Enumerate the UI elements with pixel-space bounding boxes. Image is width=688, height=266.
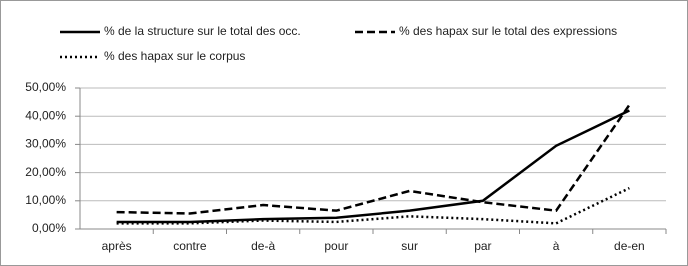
series-line [116,104,631,215]
legend-label: % des hapax sur le total des expressions [399,24,617,38]
series-line [116,186,630,225]
x-tick-label: sur [401,239,418,253]
x-tick-label: après [102,239,132,253]
legend-label: % des hapax sur le corpus [104,49,245,63]
y-tick-label: 10,00% [25,193,66,207]
legend-label: % de la structure sur le total des occ. [104,24,301,38]
x-tick-label: pour [324,239,348,253]
y-tick-label: 30,00% [25,137,66,151]
x-tick-label: contre [173,239,207,253]
x-tick-label: de-en [614,239,645,253]
series-line [116,109,630,224]
y-tick-label: 0,00% [32,221,66,235]
x-tick-label: de-à [251,239,275,253]
y-tick-label: 40,00% [25,108,66,122]
x-tick-label: à [553,239,560,253]
x-tick-label: par [474,239,491,253]
y-tick-label: 50,00% [25,80,66,94]
y-tick-label: 20,00% [25,165,66,179]
